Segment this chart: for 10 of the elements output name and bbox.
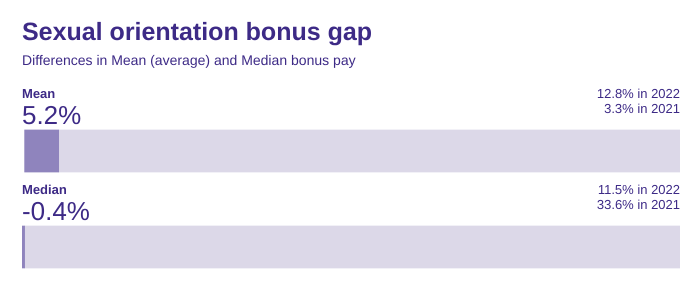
annotation: 33.6% in 2021 xyxy=(596,197,680,212)
y-tick-label: Mean xyxy=(22,86,56,101)
y-tick-label: Median xyxy=(22,182,67,197)
annotation: 11.5% in 2022 xyxy=(598,182,680,197)
chart-title: Sexual orientation bonus gap xyxy=(22,18,372,47)
data-label: -0.4% xyxy=(22,196,90,226)
chart-subtitle: Differences in Mean (average) and Median bonus pay xyxy=(22,52,356,68)
annotation: 12.8% in 2022 xyxy=(596,86,680,101)
annotation: 3.3% in 2021 xyxy=(604,101,680,116)
data-label: 5.2% xyxy=(22,100,82,130)
